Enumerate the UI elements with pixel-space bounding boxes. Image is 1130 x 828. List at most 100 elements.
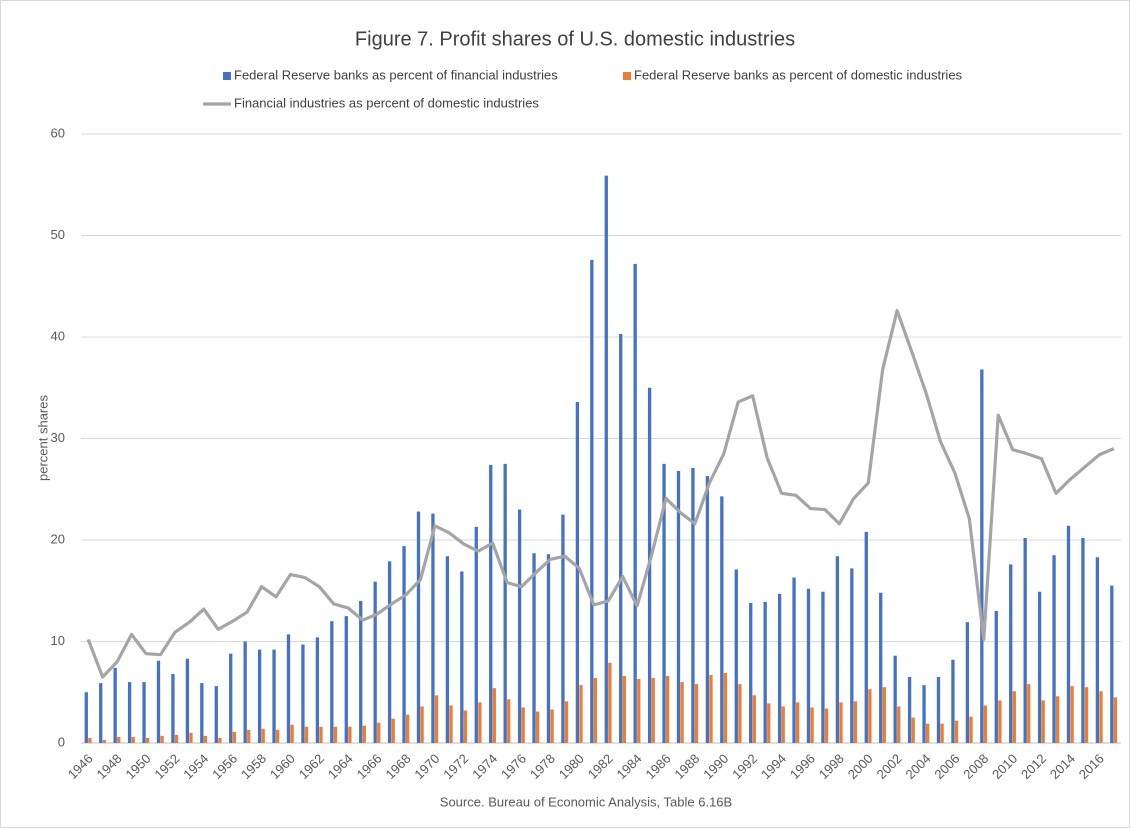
- bar: [304, 726, 309, 743]
- bar: [146, 737, 150, 743]
- bar: [113, 667, 117, 743]
- bar: [593, 678, 598, 743]
- bar: [936, 677, 941, 743]
- bar: [723, 672, 728, 743]
- bar: [131, 736, 135, 743]
- bar: [579, 685, 583, 743]
- bar: [839, 702, 843, 743]
- bar: [983, 705, 988, 743]
- bar: [478, 702, 482, 743]
- bar: [203, 735, 208, 743]
- bar: [232, 731, 236, 743]
- bar: [84, 692, 88, 743]
- bar: [185, 658, 190, 743]
- bar: [391, 718, 395, 743]
- bar: [200, 683, 204, 743]
- bar: [893, 655, 897, 743]
- bar: [965, 622, 970, 743]
- bar: [117, 736, 121, 743]
- bar: [824, 708, 829, 743]
- bar: [1037, 591, 1042, 743]
- y-tick-label: 60: [51, 125, 65, 140]
- bar: [1110, 585, 1114, 743]
- bar: [637, 679, 641, 743]
- bar: [171, 673, 175, 743]
- bar: [897, 706, 901, 743]
- bar: [99, 683, 103, 743]
- bar: [651, 678, 655, 743]
- bar: [445, 556, 450, 743]
- bar: [330, 621, 334, 743]
- bar: [517, 509, 522, 743]
- bar: [763, 601, 767, 743]
- bar: [666, 676, 670, 743]
- bar: [243, 641, 247, 743]
- bar: [850, 568, 854, 743]
- bar: [290, 724, 294, 743]
- bar: [1052, 555, 1056, 743]
- bar: [907, 677, 912, 743]
- bar: [174, 734, 179, 743]
- bar: [806, 588, 811, 743]
- bar: [362, 725, 366, 743]
- bar: [536, 711, 540, 743]
- bar: [492, 688, 496, 743]
- bar: [709, 674, 713, 743]
- bar: [752, 695, 756, 743]
- bar: [561, 514, 565, 743]
- bar: [189, 732, 193, 743]
- bar: [882, 687, 886, 743]
- bar: [951, 659, 955, 743]
- bar: [503, 463, 507, 743]
- bar: [348, 726, 352, 743]
- bar: [604, 175, 608, 744]
- bar: [550, 709, 554, 743]
- bar: [315, 637, 320, 743]
- bar: [738, 684, 742, 743]
- bar: [229, 653, 233, 743]
- bar: [821, 591, 825, 743]
- bar: [1056, 696, 1060, 743]
- bar: [286, 634, 291, 743]
- bar: [359, 600, 363, 743]
- bar: [868, 689, 872, 743]
- bar: [1012, 691, 1016, 743]
- bar: [373, 581, 377, 743]
- bar: [160, 735, 164, 743]
- legend-label: Federal Reserve banks as percent of fina…: [234, 67, 558, 82]
- bar: [680, 682, 684, 743]
- bar: [1009, 564, 1013, 743]
- bar: [257, 649, 262, 743]
- bar: [1095, 557, 1100, 743]
- bar: [434, 695, 439, 743]
- bar: [214, 686, 218, 743]
- legend-label: Financial industries as percent of domes…: [234, 95, 539, 110]
- bar: [662, 463, 666, 743]
- y-tick-label: 30: [51, 430, 65, 445]
- bar: [767, 703, 771, 743]
- y-axis-label: percent shares: [35, 395, 50, 481]
- bar: [1084, 687, 1089, 743]
- bar: [622, 676, 626, 743]
- bar: [406, 714, 410, 743]
- bar: [608, 662, 612, 743]
- bar: [344, 616, 348, 743]
- bar: [734, 569, 738, 743]
- bar: [777, 593, 782, 743]
- bar: [1027, 684, 1031, 743]
- bar: [431, 513, 435, 743]
- y-tick-label: 0: [58, 734, 65, 749]
- bar: [156, 660, 161, 743]
- bar: [994, 611, 998, 743]
- bar: [532, 553, 536, 743]
- bar: [691, 467, 695, 743]
- bar: [402, 546, 406, 743]
- bar: [416, 511, 421, 743]
- bar: [261, 728, 265, 743]
- bar: [333, 726, 338, 743]
- y-tick-label: 40: [51, 328, 65, 343]
- bar: [460, 571, 464, 743]
- bar: [1081, 537, 1085, 743]
- bar: [301, 644, 305, 743]
